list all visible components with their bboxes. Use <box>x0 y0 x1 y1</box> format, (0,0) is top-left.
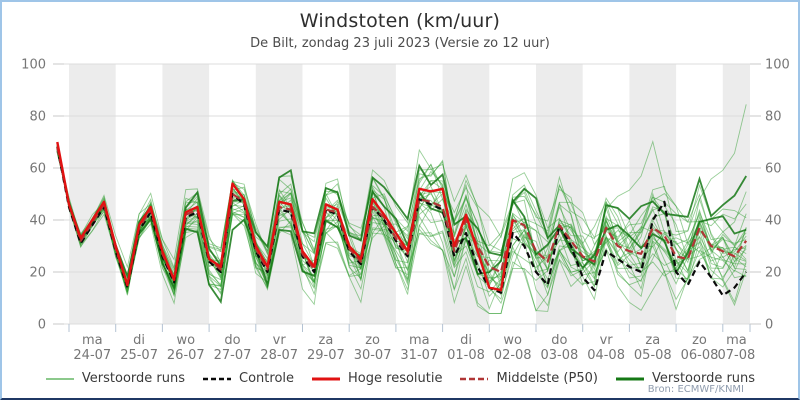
x-date-label: 28-07 <box>260 348 298 363</box>
x-day-label: di <box>133 333 145 348</box>
x-day-label: zo <box>692 333 707 348</box>
legend-item-controle-controle: Controle <box>202 371 294 386</box>
x-date-label: 25-07 <box>120 348 158 363</box>
ensemble-member-line <box>56 104 747 295</box>
legend-item-verstoorde-runs-ensemble_dark: Verstoorde runs <box>615 371 755 386</box>
y-tick-label-right: 20 <box>765 266 782 281</box>
day-band <box>442 64 490 324</box>
x-day-label: ma <box>82 333 103 348</box>
x-day-label: ma <box>726 333 747 348</box>
x-day-label: ma <box>409 333 430 348</box>
ensemble-member-line <box>56 145 747 294</box>
x-day-label: di <box>460 333 472 348</box>
x-day-label: za <box>645 333 660 348</box>
day-band <box>69 64 116 324</box>
ensemble-member-thick-line <box>56 145 747 305</box>
legend-label: Verstoorde runs <box>81 371 186 386</box>
legend-item-middelste-p50--p50: Middelste (P50) <box>459 371 598 386</box>
y-tick-label-left: 20 <box>29 266 46 281</box>
hres-line <box>56 141 514 292</box>
x-day-label: wo <box>503 333 522 348</box>
chart-subtitle: De Bilt, zondag 23 juli 2023 (Versie zo … <box>250 36 550 51</box>
x-date-label: 01-08 <box>447 348 485 363</box>
x-day-label: vr <box>600 333 614 348</box>
x-day-label: do <box>224 333 240 348</box>
x-day-label: do <box>551 333 567 348</box>
controle-controle-swatch-icon <box>203 377 232 380</box>
legend-item-hoge-resolutie-hres: Hoge resolutie <box>311 371 442 386</box>
legend-item-verstoorde-runs-ensemble_light: Verstoorde runs <box>45 371 185 386</box>
day-band <box>162 64 210 324</box>
legend-label: Verstoorde runs <box>651 371 756 386</box>
x-date-label: 24-07 <box>73 348 111 363</box>
y-tick-label-left: 60 <box>29 162 46 177</box>
middelste-p50--p50-swatch-icon <box>460 377 489 380</box>
chart-title: Windstoten (km/uur) <box>299 10 501 32</box>
x-date-label: 02-08 <box>494 348 532 363</box>
y-tick-label-left: 40 <box>29 214 46 229</box>
y-tick-label-right: 0 <box>765 318 773 333</box>
y-tick-label-left: 0 <box>38 318 46 333</box>
hoge-resolutie-hres-swatch-icon <box>312 377 341 380</box>
legend-label: Middelste (P50) <box>496 371 598 386</box>
x-date-label: 05-08 <box>634 348 672 363</box>
x-day-label: zo <box>365 333 380 348</box>
x-date-label: 30-07 <box>354 348 392 363</box>
x-date-label: 29-07 <box>307 348 345 363</box>
verstoorde-runs-ensemble_light-swatch-icon <box>45 377 74 380</box>
x-day-label: za <box>319 333 334 348</box>
x-date-label: 04-08 <box>587 348 625 363</box>
y-tick-label-left: 80 <box>29 110 46 125</box>
ensemble-member-line <box>56 148 747 297</box>
source-attribution: Bron: ECMWF/KNMI <box>647 384 744 395</box>
x-date-label: 26-07 <box>167 348 205 363</box>
legend-label: Controle <box>239 371 295 386</box>
x-date-label: 07-08 <box>718 348 756 363</box>
x-day-label: wo <box>177 333 196 348</box>
x-date-label: 06-08 <box>681 348 719 363</box>
y-tick-label-left: 100 <box>21 58 46 73</box>
y-tick-label-right: 100 <box>765 58 790 73</box>
y-tick-label-right: 80 <box>765 110 782 125</box>
legend-label: Hoge resolutie <box>348 371 443 386</box>
day-band <box>536 64 583 324</box>
x-date-label: 27-07 <box>214 348 252 363</box>
chart-legend: Verstoorde runs Controle Hoge resolutie Mid… <box>2 371 798 386</box>
x-date-label: 03-08 <box>541 348 579 363</box>
y-tick-label-right: 60 <box>765 162 782 177</box>
x-day-label: vr <box>273 333 287 348</box>
ensemble-member-line <box>56 143 747 301</box>
y-tick-label-right: 40 <box>765 214 782 229</box>
x-date-label: 31-07 <box>400 348 438 363</box>
verstoorde-runs-ensemble_dark-swatch-icon <box>615 377 644 380</box>
